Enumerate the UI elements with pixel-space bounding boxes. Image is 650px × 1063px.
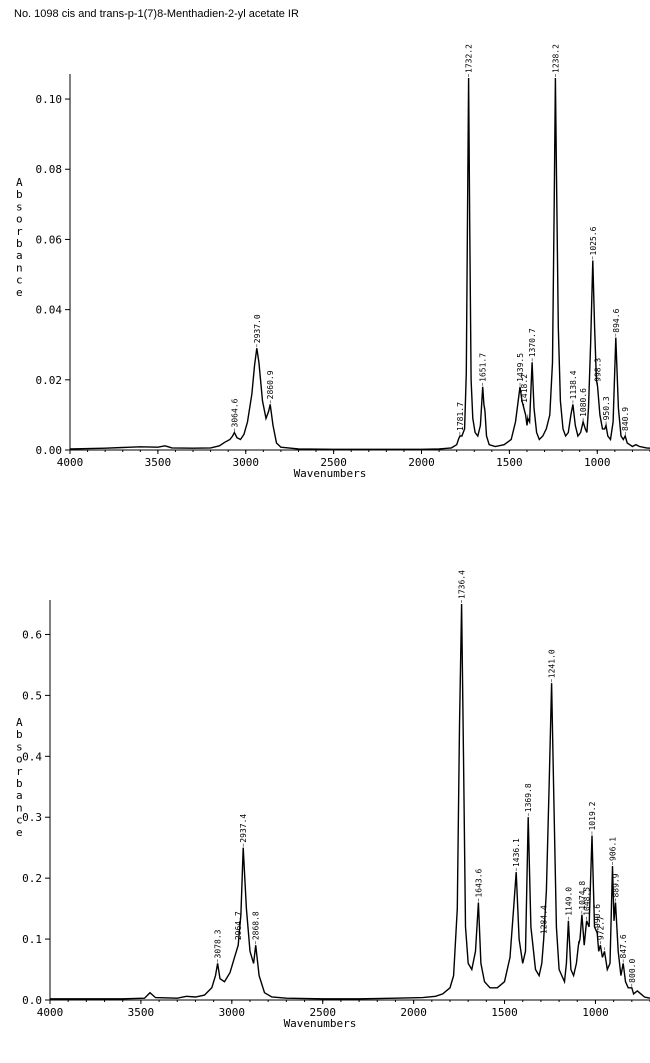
y-tick-label: 0.4: [22, 750, 42, 763]
x-tick-label: 3500: [128, 1006, 155, 1019]
peak-label: 1019.2: [588, 801, 597, 830]
peak-label: 990.6: [593, 904, 602, 928]
peak-label: 972.7: [596, 916, 605, 940]
peak-label: 840.9: [621, 407, 630, 431]
peak-label: 3078.3: [214, 929, 223, 958]
x-tick-label: 3000: [219, 1006, 246, 1019]
peak-label: 1138.4: [569, 370, 578, 399]
spectrum-trace: [50, 603, 650, 1000]
y-tick-label: 0.08: [36, 163, 63, 176]
x-axis-label: Wavenumbers: [294, 467, 367, 480]
x-tick-label: 4000: [37, 1006, 64, 1019]
y-tick-label: 0.1: [22, 933, 42, 946]
x-tick-label: 1500: [496, 456, 523, 469]
peak-label: 906.1: [609, 837, 618, 861]
y-tick-label: 0.02: [36, 374, 63, 387]
peak-label: 1781.7: [456, 402, 465, 431]
peak-label: 1732.2: [465, 44, 474, 73]
x-tick-label: 3000: [233, 456, 260, 469]
ir-spectrum-top: 0.00 0.02 0.04 0.06 0.08 0.10 4000 3500 3000 2500…: [16, 44, 650, 480]
peak-label: 1418.2: [520, 374, 529, 403]
page-title: No. 1098 cis and trans-p-1(7)8-Menthadie…: [14, 8, 299, 20]
y-tick-label: 0.0: [22, 994, 42, 1007]
x-tick-label: 2000: [408, 456, 435, 469]
peak-label: 2937.0: [253, 314, 262, 343]
peak-label: 2860.9: [266, 370, 275, 399]
peak-label: 2964.7: [234, 911, 243, 940]
peak-label: 2937.4: [239, 814, 248, 843]
y-tick-label: 0.2: [22, 872, 42, 885]
peak-label: 1736.4: [458, 570, 467, 599]
peak-label: 1074.8: [578, 881, 587, 910]
peak-label: 1025.6: [589, 226, 598, 255]
y-tick-label: 0.3: [22, 811, 42, 824]
peak-label: 1048.5: [583, 887, 592, 916]
y-tick-label: 0.00: [36, 444, 63, 457]
x-tick-label: 4000: [57, 456, 84, 469]
peak-label: 1643.6: [474, 868, 483, 897]
peak-label: 1370.7: [528, 328, 537, 357]
peak-label: 1284.4: [540, 905, 549, 934]
x-tick-label: 3500: [145, 456, 172, 469]
x-tick-label: 2500: [309, 1006, 336, 1019]
y-tick-label: 0.04: [36, 304, 63, 317]
peak-label: 847.6: [619, 934, 628, 958]
peak-label: 1439.5: [516, 353, 525, 382]
peak-label: 950.3: [602, 396, 611, 420]
peak-label: 1436.1: [512, 838, 521, 867]
y-tick-label: 0.5: [22, 689, 42, 702]
peak-label: 1238.2: [551, 44, 560, 73]
peak-label: 1369.8: [524, 783, 533, 812]
peak-label: 2868.8: [252, 911, 261, 940]
x-tick-label: 1000: [584, 456, 611, 469]
peak-label: 1241.0: [548, 649, 557, 678]
peak-label: 894.6: [612, 308, 621, 332]
x-tick-label: 1500: [491, 1006, 518, 1019]
peak-label: 889.9: [611, 873, 620, 897]
y-tick-label: 0.6: [22, 628, 42, 641]
peak-label: 1149.0: [564, 887, 573, 916]
peak-label: 800.0: [628, 959, 637, 983]
x-axis-label: Wavenumbers: [284, 1017, 357, 1030]
peak-label: 1080.6: [579, 388, 588, 417]
peak-label: 998.3: [594, 358, 603, 382]
y-tick-label: 0.10: [36, 93, 63, 106]
x-tick-label: 2500: [320, 456, 347, 469]
spectrum-trace: [69, 77, 650, 450]
peak-label: 3064.6: [230, 398, 239, 427]
x-tick-label: 2000: [400, 1006, 427, 1019]
y-tick-label: 0.06: [36, 233, 63, 246]
ir-spectrum-bottom: 0.0 0.1 0.2 0.3 0.4 0.5 0.6 4000 3500 3000 2500 200…: [16, 570, 650, 1030]
peak-label: 1651.7: [479, 353, 488, 382]
x-tick-label: 1000: [582, 1006, 609, 1019]
